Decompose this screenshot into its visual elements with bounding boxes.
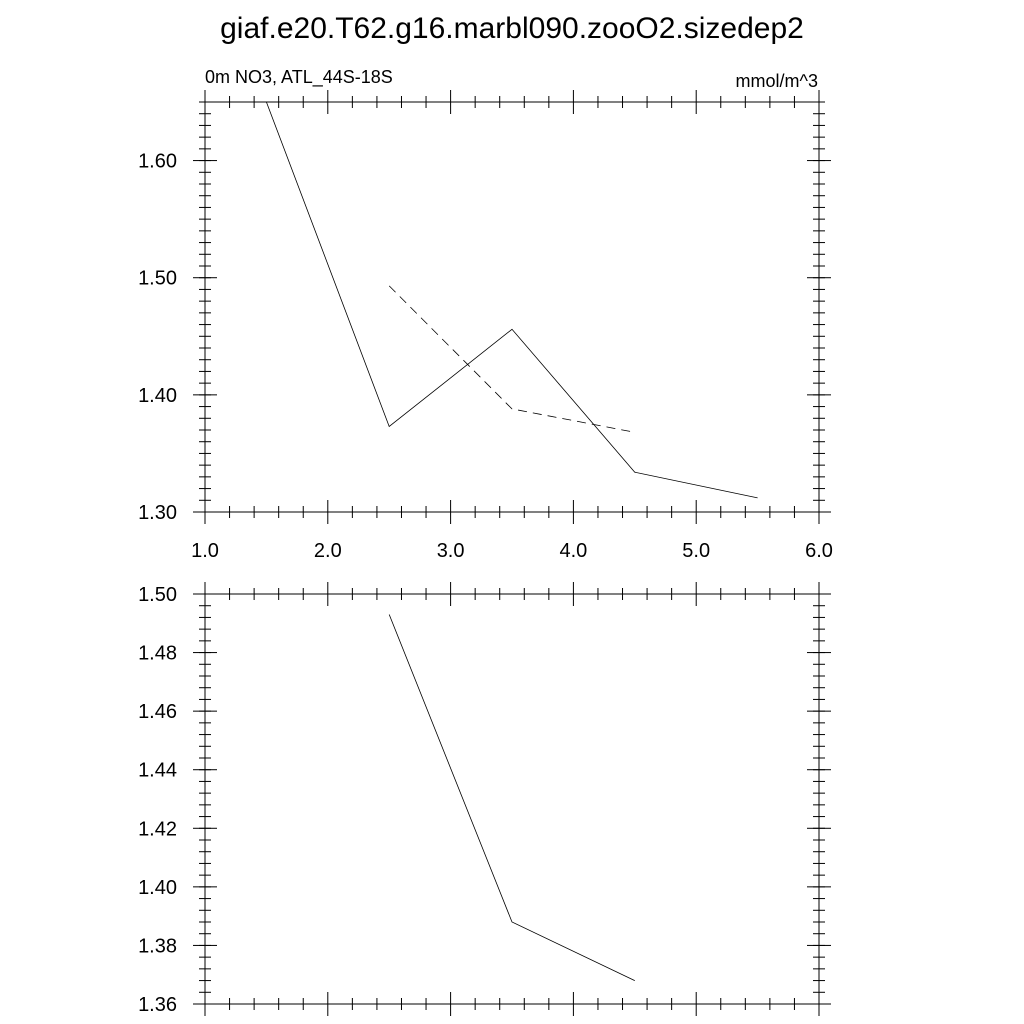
y-tick-label: 1.42 xyxy=(138,818,177,840)
y-tick-label: 1.48 xyxy=(138,643,177,665)
x-tick-label: 6.0 xyxy=(805,540,833,562)
y-tick-label: 1.50 xyxy=(138,584,177,606)
x-tick-label: 5.0 xyxy=(682,540,710,562)
bottom-plot-frame xyxy=(204,593,820,1005)
top-series-line-solid xyxy=(266,101,758,499)
y-tick-label: 1.30 xyxy=(138,502,177,524)
x-tick-label: 4.0 xyxy=(559,540,587,562)
y-tick-label: 1.44 xyxy=(138,760,177,782)
top-plot-frame xyxy=(204,101,820,513)
y-tick-label: 1.36 xyxy=(138,994,177,1016)
y-tick-label: 1.46 xyxy=(138,701,177,723)
bottom-axis-ticks: 1.36 1.38 1.40 1.42 1.44 1.46 1.48 1.50 xyxy=(138,582,831,1016)
x-tick-label: 3.0 xyxy=(437,540,465,562)
figure-title: giaf.e20.T62.g16.marbl090.zooO2.sizedep2 xyxy=(220,12,804,45)
bottom-panel: 1.36 1.38 1.40 1.42 1.44 1.46 1.48 1.50 xyxy=(138,582,831,1016)
y-tick-label: 1.38 xyxy=(138,935,177,957)
y-tick-label: 1.60 xyxy=(138,151,177,173)
y-tick-label: 1.40 xyxy=(138,385,177,407)
x-tick-label: 2.0 xyxy=(314,540,342,562)
y-tick-label: 1.40 xyxy=(138,877,177,899)
y-tick-label: 1.50 xyxy=(138,268,177,290)
x-tick-label: 1.0 xyxy=(191,540,219,562)
top-axis-ticks: 1.0 2.0 3.0 4.0 5.0 6.0 1.30 1.40 1.50 1.60 xyxy=(138,90,833,562)
top-series-lines xyxy=(266,101,758,499)
top-panel-left-string: 0m NO3, ATL_44S-18S xyxy=(205,67,393,88)
bottom-series-line-solid xyxy=(388,614,635,981)
top-panel-units: mmol/m^3 xyxy=(736,71,818,91)
top-panel: 0m NO3, ATL_44S-18S mmol/m^3 1.0 2.0 3.0 4.… xyxy=(138,67,833,562)
bottom-series-lines xyxy=(388,614,635,981)
top-series-line-dashed xyxy=(388,285,635,433)
